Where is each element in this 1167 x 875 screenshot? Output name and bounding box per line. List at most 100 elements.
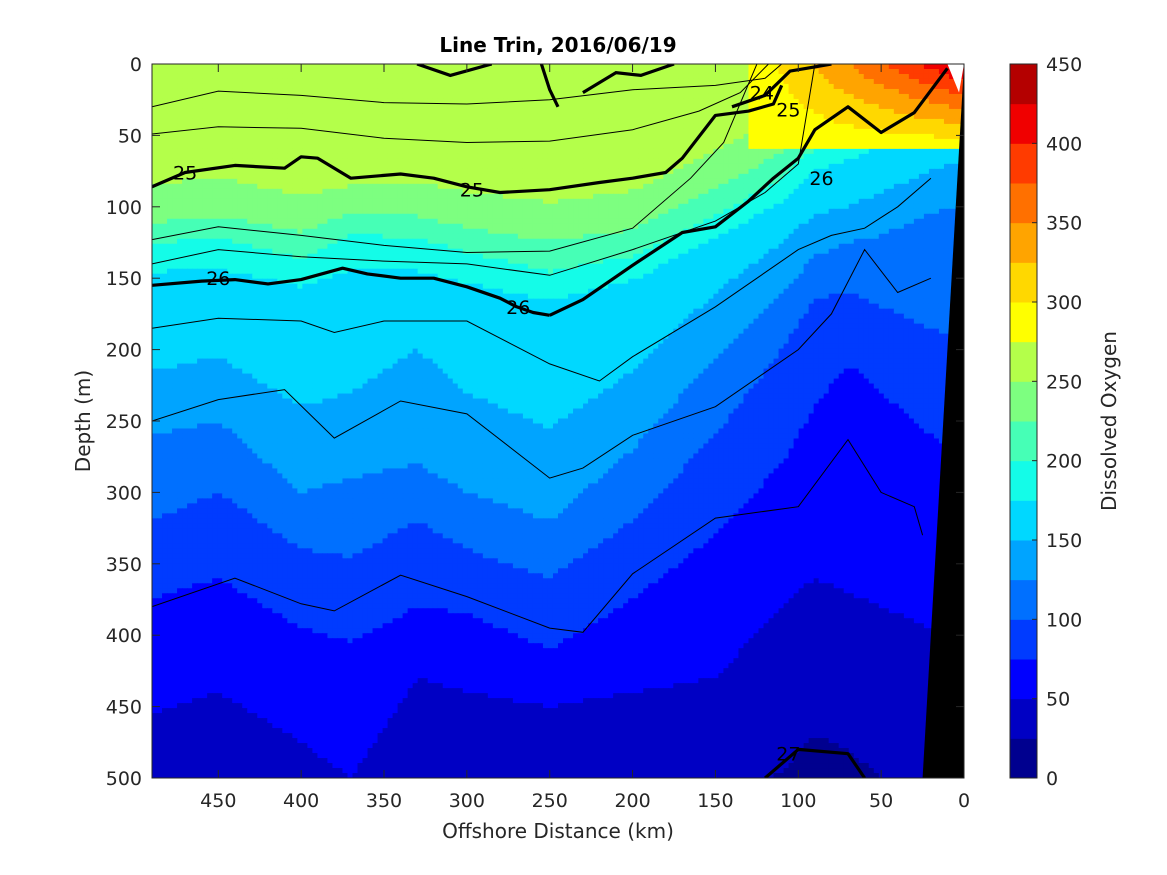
heatmap-cell (888, 188, 895, 195)
heatmap-cell (558, 113, 564, 120)
heatmap-cell (743, 64, 750, 70)
heatmap-cell (392, 103, 399, 110)
heatmap-cell (718, 123, 725, 130)
heatmap-cell (232, 143, 238, 150)
heatmap-cell (192, 133, 198, 140)
heatmap-cell (903, 98, 910, 105)
heatmap-cell (823, 158, 830, 165)
heatmap-cell (207, 213, 213, 220)
heatmap-cell (688, 133, 694, 140)
heatmap-cell (417, 93, 424, 100)
heatmap-cell (763, 93, 770, 100)
heatmap-cell (197, 193, 203, 200)
heatmap-cell (623, 143, 629, 150)
heatmap-cell (808, 128, 815, 135)
heatmap-cell (187, 193, 193, 200)
heatmap-cell (322, 118, 329, 125)
heatmap-cell (643, 73, 649, 80)
heatmap-cell (793, 208, 800, 215)
heatmap-cell (317, 88, 324, 95)
heatmap-cell (828, 123, 835, 130)
heatmap-cell (502, 158, 509, 165)
heatmap-cell (482, 113, 489, 120)
heatmap-cell (638, 88, 644, 95)
heatmap-cell (497, 158, 504, 165)
heatmap-cell (838, 113, 845, 120)
heatmap-cell (182, 128, 188, 135)
heatmap-cell (658, 188, 664, 195)
heatmap-cell (477, 128, 484, 135)
heatmap-cell (262, 203, 268, 210)
heatmap-cell (643, 198, 649, 205)
heatmap-cell (382, 148, 389, 155)
heatmap-cell (573, 148, 579, 155)
heatmap-cell (888, 173, 895, 180)
heatmap-cell (222, 118, 228, 125)
heatmap-cell (197, 93, 203, 100)
heatmap-cell (202, 153, 208, 160)
heatmap-cell (282, 198, 288, 205)
heatmap-cell (793, 193, 800, 200)
heatmap-cell (202, 73, 208, 80)
heatmap-cell (568, 68, 574, 75)
heatmap-cell (307, 108, 313, 115)
heatmap-cell (708, 208, 714, 215)
heatmap-cell (457, 83, 464, 90)
heatmap-cell (442, 193, 449, 200)
heatmap-cell (457, 193, 464, 200)
heatmap-cell (723, 83, 730, 90)
heatmap-cell (743, 213, 750, 220)
heatmap-cell (262, 64, 268, 70)
heatmap-cell (192, 143, 198, 150)
heatmap-cell (758, 188, 765, 195)
heatmap-cell (753, 133, 760, 140)
heatmap-cell (262, 208, 268, 215)
heatmap-cell (593, 168, 599, 175)
heatmap-cell (813, 203, 820, 210)
heatmap-cell (382, 103, 389, 110)
heatmap-cell (918, 148, 925, 155)
heatmap-cell (763, 178, 770, 185)
heatmap-cell (913, 73, 920, 80)
heatmap-cell (382, 68, 389, 75)
heatmap-cell (372, 148, 379, 155)
heatmap-cell (853, 208, 860, 215)
heatmap-cell (688, 178, 694, 185)
heatmap-cell (918, 113, 925, 120)
heatmap-cell (703, 98, 709, 105)
heatmap-cell (698, 83, 704, 90)
heatmap-cell (873, 133, 880, 140)
heatmap-cell (768, 88, 775, 95)
heatmap-cell (302, 143, 308, 150)
heatmap-cell (883, 78, 890, 85)
heatmap-cell (868, 128, 875, 135)
heatmap-cell (437, 153, 444, 160)
heatmap-cell (357, 158, 364, 165)
heatmap-cell (257, 113, 263, 120)
heatmap-cell (367, 163, 374, 170)
heatmap-cell (467, 198, 474, 205)
heatmap-cell (908, 208, 915, 215)
heatmap-cell (262, 128, 268, 135)
heatmap-cell (678, 153, 684, 160)
heatmap-cell (663, 148, 669, 155)
heatmap-cell (252, 88, 258, 95)
heatmap-cell (447, 198, 454, 205)
heatmap-cell (798, 93, 805, 100)
heatmap-cell (282, 83, 288, 90)
heatmap-cell (788, 193, 795, 200)
heatmap-cell (407, 83, 414, 90)
heatmap-cell (332, 178, 339, 185)
heatmap-cell (382, 88, 389, 95)
heatmap-cell (172, 193, 178, 200)
heatmap-cell (923, 118, 930, 125)
heatmap-cell (387, 83, 394, 90)
heatmap-cell (522, 93, 529, 100)
heatmap-cell (933, 113, 940, 120)
heatmap-cell (888, 113, 895, 120)
heatmap-cell (888, 108, 895, 115)
heatmap-cell (558, 78, 564, 85)
heatmap-cell (272, 203, 278, 210)
heatmap-cell (502, 103, 509, 110)
heatmap-cell (818, 143, 825, 150)
